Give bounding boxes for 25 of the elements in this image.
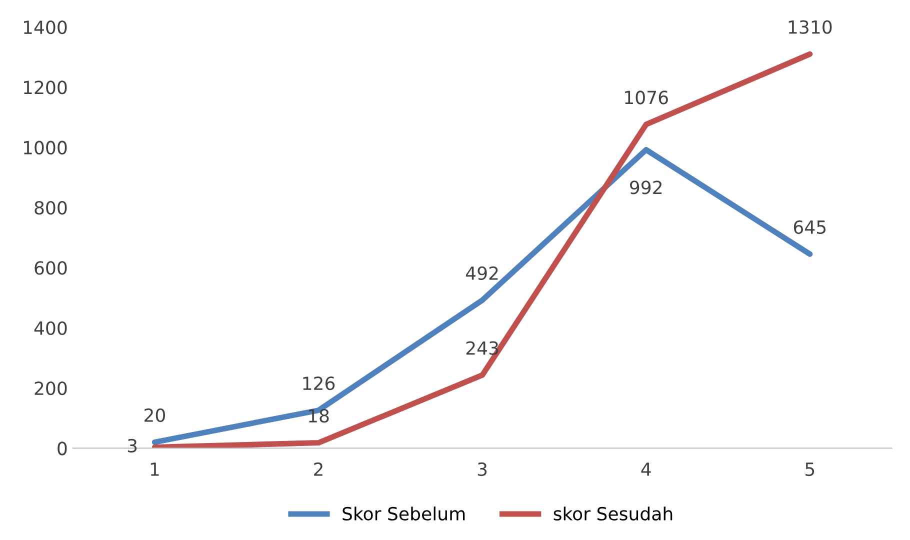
data-label: 992 xyxy=(630,180,662,194)
legend-label: skor Sesudah xyxy=(554,506,672,521)
x-tick-label: 3 xyxy=(478,462,487,476)
data-label: 492 xyxy=(466,266,498,280)
data-label: 1076 xyxy=(625,90,668,104)
y-tick-label: 1000 xyxy=(24,140,67,154)
data-label: 18 xyxy=(308,408,329,423)
data-label: 20 xyxy=(144,408,165,422)
data-label: 126 xyxy=(303,376,335,390)
x-tick-label: 5 xyxy=(806,462,814,476)
y-tick-label: 400 xyxy=(34,321,67,335)
x-tick-label: 4 xyxy=(641,462,651,476)
data-label: 3 xyxy=(128,438,137,453)
legend-label: Skor Sebelum xyxy=(342,506,465,521)
y-tick-label: 200 xyxy=(34,381,67,396)
x-tick-label: 2 xyxy=(314,462,322,476)
y-tick-label: 1400 xyxy=(24,20,67,34)
y-tick-label: 600 xyxy=(34,261,67,275)
y-tick-label: 800 xyxy=(34,200,67,215)
data-label: 243 xyxy=(466,341,498,355)
x-tick-label: 1 xyxy=(150,462,159,476)
y-tick-label: 1200 xyxy=(24,80,67,94)
data-label: 1310 xyxy=(788,20,832,34)
y-tick-label: 0 xyxy=(58,442,67,456)
data-label: 645 xyxy=(794,220,826,234)
